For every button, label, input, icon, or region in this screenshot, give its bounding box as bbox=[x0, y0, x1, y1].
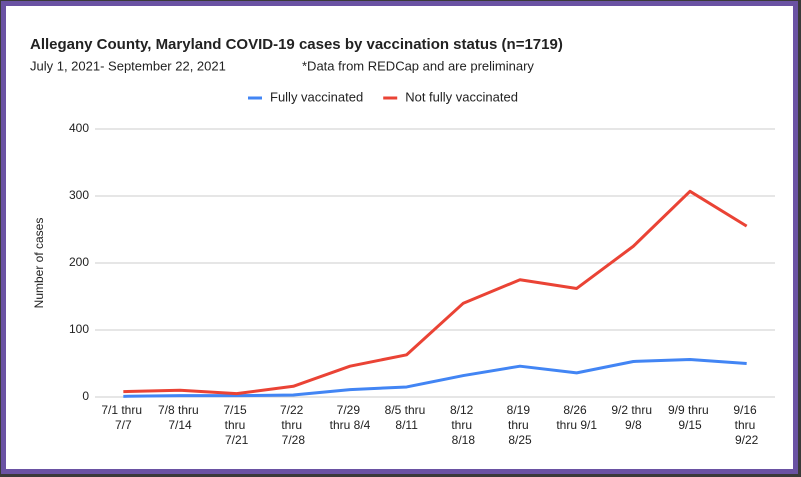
x-tick-label: 9/9 thru 9/15 bbox=[668, 403, 712, 432]
x-tick-label: 8/26 thru 9/1 bbox=[556, 403, 597, 432]
y-axis-label: Number of cases bbox=[32, 218, 46, 309]
y-tick-label: 200 bbox=[69, 255, 89, 269]
x-tick-label: 7/8 thru 7/14 bbox=[158, 403, 202, 432]
x-tick-label: 8/19 thru 8/25 bbox=[507, 403, 534, 447]
y-tick-label: 400 bbox=[69, 121, 89, 135]
note: *Data from REDCap and are preliminary bbox=[302, 58, 534, 73]
y-tick-label: 100 bbox=[69, 322, 89, 336]
x-tick-label: 7/29 thru 8/4 bbox=[330, 403, 371, 432]
subtitle: July 1, 2021- September 22, 2021 bbox=[30, 58, 226, 73]
legend-label: Fully vaccinated bbox=[270, 89, 363, 104]
chart-title: Allegany County, Maryland COVID-19 cases… bbox=[30, 36, 563, 53]
x-tick-label: 9/2 thru 9/8 bbox=[611, 403, 655, 432]
x-tick-label: 8/5 thru 8/11 bbox=[385, 403, 429, 432]
background bbox=[6, 6, 793, 469]
x-tick-label: 8/12 thru 8/18 bbox=[450, 403, 477, 447]
x-tick-label: 7/1 thru 7/7 bbox=[101, 403, 145, 432]
x-tick-label: 9/16 thru 9/22 bbox=[733, 403, 760, 447]
y-tick-label: 300 bbox=[69, 188, 89, 202]
x-tick-label: 7/15 thru 7/21 bbox=[223, 403, 250, 447]
y-tick-label: 0 bbox=[82, 389, 89, 403]
legend-label: Not fully vaccinated bbox=[405, 89, 518, 104]
series-line bbox=[123, 189, 748, 396]
x-tick-label: 7/22 thru 7/28 bbox=[280, 403, 307, 447]
series-line bbox=[123, 357, 747, 398]
